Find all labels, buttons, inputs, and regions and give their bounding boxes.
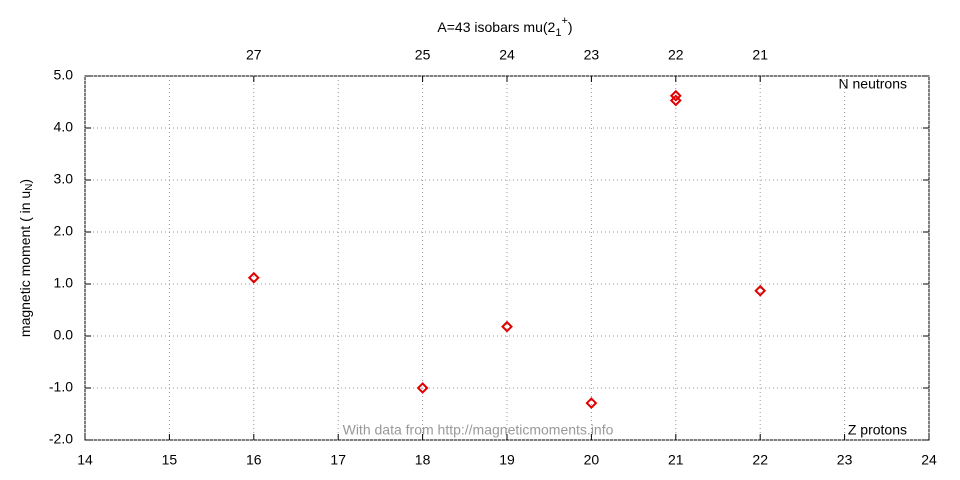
x-tick-label: 21	[668, 452, 684, 468]
chart-title: A=43 isobars mu(21+)	[437, 15, 572, 39]
watermark: With data from http://magneticmoments.in…	[343, 422, 614, 438]
ylabel-end: )	[17, 179, 33, 184]
ylabel-sub: N	[24, 184, 35, 191]
x-tick-label: 15	[162, 452, 178, 468]
y-tick-label: -1.0	[49, 379, 73, 395]
y-tick-label: 0.0	[54, 327, 74, 343]
y-tick-label: 5.0	[54, 67, 74, 83]
title-sup: +	[561, 15, 567, 27]
y-tick-label: 1.0	[54, 275, 74, 291]
annotation: Z protons	[848, 422, 907, 438]
x-tick-label: 23	[837, 452, 853, 468]
point	[501, 320, 513, 333]
x2-tick-label: 22	[668, 47, 684, 63]
y-tick-label: 3.0	[54, 171, 74, 187]
x-tick-label: 17	[330, 452, 346, 468]
point	[585, 397, 598, 409]
y-tick-label: 2.0	[54, 223, 74, 239]
point	[247, 271, 260, 284]
title-end: )	[568, 19, 573, 35]
x-tick-label: 20	[584, 452, 600, 468]
ylabel-main: magnetic moment ( in u	[17, 191, 33, 337]
x2-tick-label: 21	[752, 47, 768, 63]
x-tick-label: 24	[921, 452, 937, 468]
point	[754, 284, 767, 297]
y-tick-label: -2.0	[49, 431, 73, 447]
x-tick-label: 19	[499, 452, 515, 468]
point	[416, 382, 429, 394]
point	[669, 89, 682, 102]
annotation: N neutrons	[839, 76, 907, 92]
point	[669, 94, 682, 107]
plot-frame	[84, 75, 930, 441]
title-main: A=43 isobars mu(2	[437, 19, 555, 35]
x-tick-label: 16	[246, 452, 262, 468]
x2-tick-label: 27	[246, 47, 262, 63]
x2-tick-label: 25	[415, 47, 431, 63]
y-tick-label: 4.0	[54, 119, 74, 135]
x2-tick-label: 23	[584, 47, 600, 63]
x-tick-label: 18	[415, 452, 431, 468]
y-axis-label: magnetic moment ( in uN)	[17, 179, 35, 337]
x-tick-label: 22	[752, 452, 768, 468]
x2-tick-label: 24	[499, 47, 515, 63]
x-tick-label: 14	[77, 452, 93, 468]
title-sub: 1	[555, 27, 561, 39]
